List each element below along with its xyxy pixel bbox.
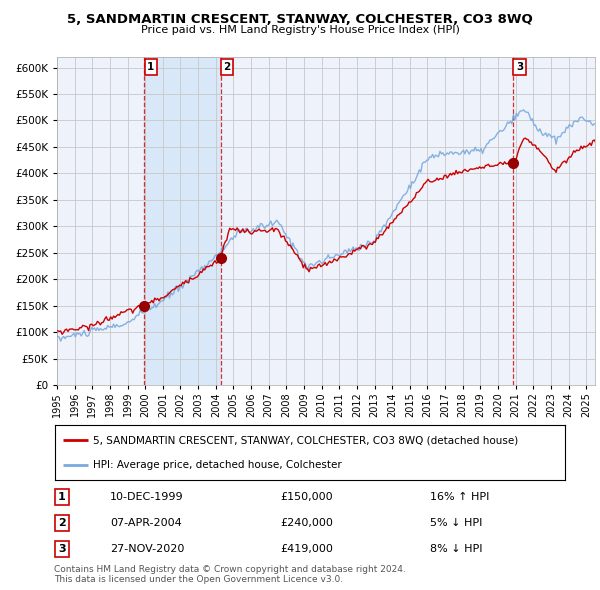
Text: 1: 1 [58,492,66,502]
Text: 3: 3 [58,544,66,554]
Text: Contains HM Land Registry data © Crown copyright and database right 2024.
This d: Contains HM Land Registry data © Crown c… [54,565,406,584]
Text: 07-APR-2004: 07-APR-2004 [110,518,182,528]
Text: 8% ↓ HPI: 8% ↓ HPI [430,544,482,554]
Text: £150,000: £150,000 [280,492,332,502]
Text: 5% ↓ HPI: 5% ↓ HPI [430,518,482,528]
Text: 5, SANDMARTIN CRESCENT, STANWAY, COLCHESTER, CO3 8WQ: 5, SANDMARTIN CRESCENT, STANWAY, COLCHES… [67,13,533,26]
Text: 2: 2 [58,518,66,528]
Text: 1: 1 [147,62,154,72]
Text: £419,000: £419,000 [280,544,333,554]
Text: Price paid vs. HM Land Registry's House Price Index (HPI): Price paid vs. HM Land Registry's House … [140,25,460,35]
Text: 3: 3 [516,62,523,72]
Text: £240,000: £240,000 [280,518,333,528]
Text: 2: 2 [224,62,231,72]
Text: 10-DEC-1999: 10-DEC-1999 [110,492,184,502]
Text: 5, SANDMARTIN CRESCENT, STANWAY, COLCHESTER, CO3 8WQ (detached house): 5, SANDMARTIN CRESCENT, STANWAY, COLCHES… [93,435,518,445]
Text: 27-NOV-2020: 27-NOV-2020 [110,544,184,554]
Text: 16% ↑ HPI: 16% ↑ HPI [430,492,490,502]
Text: HPI: Average price, detached house, Colchester: HPI: Average price, detached house, Colc… [93,460,342,470]
Bar [145,57,221,385]
